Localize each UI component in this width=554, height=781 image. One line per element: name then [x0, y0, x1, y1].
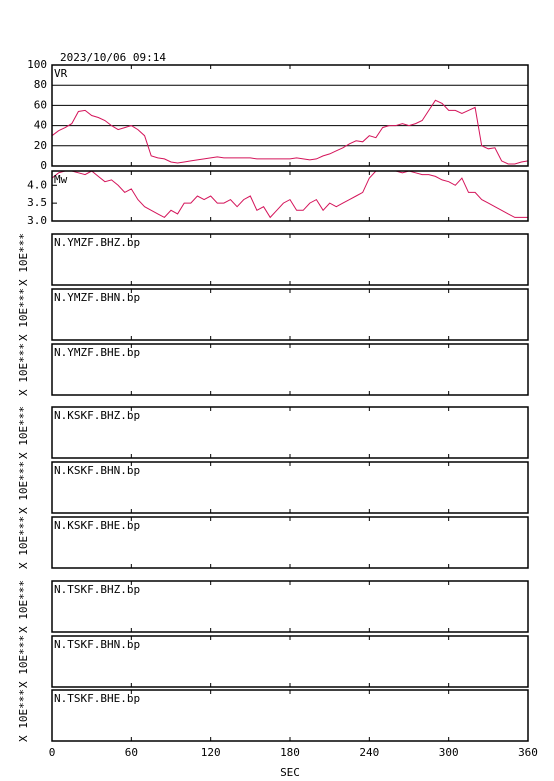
panel-frame [51, 343, 529, 396]
y-tick-label: 0 [40, 159, 47, 172]
y-axis-label: X 10E*** [17, 406, 30, 459]
y-tick-label: 3.0 [27, 214, 47, 227]
panel-label: Mw [54, 173, 68, 186]
panel-frame [51, 406, 529, 459]
panel-frame [51, 516, 529, 569]
x-tick-label: 180 [280, 746, 300, 759]
panel-label: N.TSKF.BHZ.bp [54, 583, 140, 596]
y-tick-label: 3.5 [27, 196, 47, 209]
y-tick-label: 40 [34, 119, 47, 132]
y-axis-label: X 10E*** [17, 461, 30, 514]
panel-frame [51, 288, 529, 341]
y-axis-label: X 10E*** [17, 516, 30, 569]
panel-label: N.YMZF.BHN.bp [54, 291, 140, 304]
data-line [51, 99, 529, 165]
panel-label: N.KSKF.BHZ.bp [54, 409, 140, 422]
panel-label: N.TSKF.BHN.bp [54, 638, 140, 651]
y-tick-label: 20 [34, 139, 47, 152]
x-tick-label: 60 [125, 746, 138, 759]
panel-frame [51, 689, 529, 742]
y-axis-label: X 10E*** [17, 580, 30, 633]
x-tick-label: 360 [518, 746, 538, 759]
y-axis-label: X 10E*** [17, 689, 30, 742]
y-tick-label: 4.0 [27, 178, 47, 191]
panel-label: N.KSKF.BHE.bp [54, 519, 140, 532]
panel-frame [51, 635, 529, 688]
panel-frame [51, 64, 529, 167]
y-tick-label: 100 [27, 58, 47, 71]
panel-frame [51, 580, 529, 633]
panel-frame [51, 233, 529, 286]
panel-frame [51, 461, 529, 514]
x-tick-label: 240 [359, 746, 379, 759]
data-line [51, 170, 528, 219]
panel-label: N.YMZF.BHE.bp [54, 346, 140, 359]
y-axis-label: X 10E*** [17, 635, 30, 688]
panel-label: VR [54, 67, 68, 80]
x-axis-label: SEC [280, 766, 300, 779]
y-axis-label: X 10E*** [17, 233, 30, 286]
y-axis-label: X 10E*** [17, 288, 30, 341]
x-tick-label: 300 [439, 746, 459, 759]
y-tick-label: 80 [34, 78, 47, 91]
panel-frame [51, 170, 529, 222]
x-tick-label: 120 [201, 746, 221, 759]
panel-label: N.KSKF.BHN.bp [54, 464, 140, 477]
chart-title: 2023/10/06 09:14 [60, 51, 166, 64]
panel-label: N.TSKF.BHE.bp [54, 692, 140, 705]
y-tick-label: 60 [34, 98, 47, 111]
y-axis-label: X 10E*** [17, 343, 30, 396]
panel-label: N.YMZF.BHZ.bp [54, 236, 140, 249]
x-tick-label: 0 [49, 746, 56, 759]
